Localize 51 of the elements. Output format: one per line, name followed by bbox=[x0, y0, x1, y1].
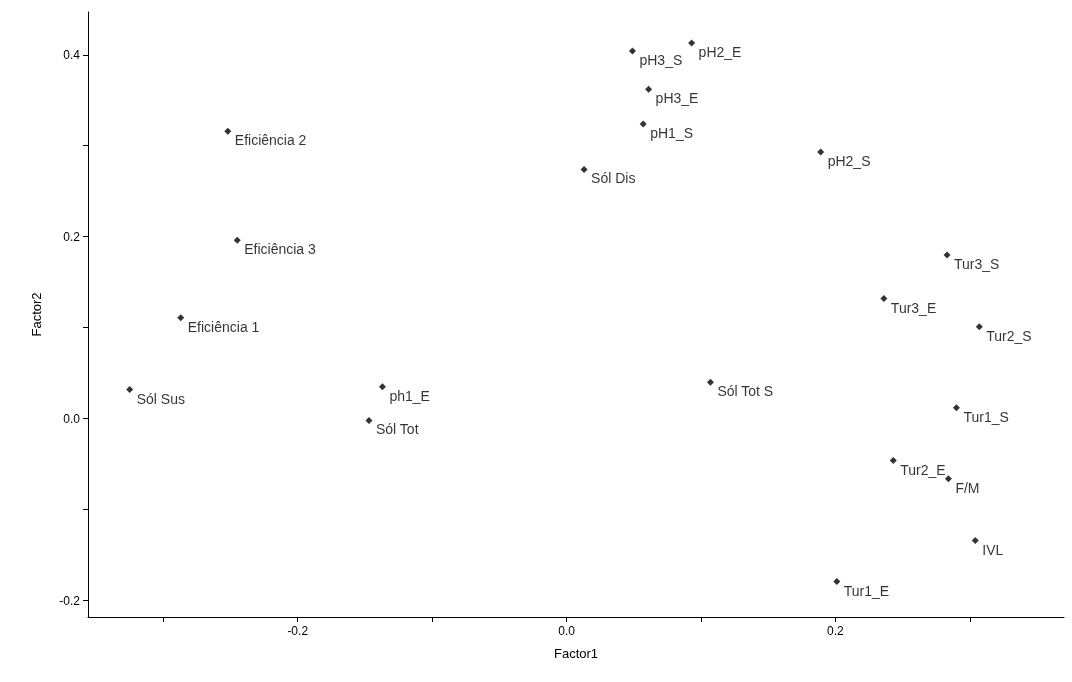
x-axis-title: Factor1 bbox=[553, 646, 599, 661]
point bbox=[943, 251, 951, 259]
point bbox=[580, 165, 588, 173]
annotation: pH2_E bbox=[698, 43, 742, 60]
y-tick-label: 0.2 bbox=[63, 229, 81, 244]
point bbox=[833, 578, 841, 586]
point bbox=[639, 120, 647, 128]
annotation: Tur3_E bbox=[890, 299, 937, 316]
point bbox=[880, 295, 888, 303]
point bbox=[126, 386, 134, 394]
point bbox=[971, 537, 979, 545]
point bbox=[365, 416, 373, 424]
annotation: pH1_S bbox=[650, 124, 694, 141]
point bbox=[817, 148, 825, 156]
point bbox=[378, 383, 386, 391]
annotation: Tur1_S bbox=[963, 408, 1009, 425]
y-tick-label: 0.0 bbox=[63, 411, 81, 426]
annotation: pH3_S bbox=[639, 52, 683, 69]
annotation: Eficiência 1 bbox=[187, 318, 260, 335]
annotation: Sól Tot bbox=[375, 421, 419, 438]
point bbox=[944, 475, 952, 483]
annotation: Eficiência 3 bbox=[244, 241, 317, 258]
annotation: pH2_S bbox=[827, 153, 871, 170]
point bbox=[224, 127, 232, 135]
annotation: Sól Sus bbox=[136, 390, 185, 407]
annotation: Sól Dis bbox=[591, 170, 636, 187]
annotation: Tur3_S bbox=[954, 255, 1000, 272]
annotation: Tur2_S bbox=[986, 327, 1032, 344]
annotation: ph1_E bbox=[389, 387, 430, 404]
x-tick-label: 0.2 bbox=[827, 624, 845, 638]
y-tick-label: -0.2 bbox=[59, 593, 81, 608]
annotation: F/M bbox=[955, 479, 980, 496]
point bbox=[628, 47, 636, 55]
annotation: Sól Tot S bbox=[717, 383, 774, 400]
point bbox=[889, 457, 897, 465]
point bbox=[645, 85, 653, 93]
point bbox=[975, 323, 983, 331]
annotation: IVL bbox=[982, 541, 1004, 558]
point bbox=[952, 404, 960, 412]
y-axis-title: Factor2 bbox=[29, 292, 44, 337]
annotation: Tur2_E bbox=[900, 461, 946, 478]
point bbox=[706, 378, 714, 386]
annotation: Tur1_E bbox=[843, 582, 890, 599]
x-tick-label: -0.2 bbox=[287, 624, 309, 638]
x-tick-label: 0.0 bbox=[558, 624, 576, 638]
point bbox=[177, 314, 185, 322]
y-tick-label: 0.4 bbox=[63, 47, 81, 62]
point bbox=[688, 39, 696, 47]
annotation: pH3_E bbox=[655, 90, 699, 107]
point bbox=[233, 236, 241, 244]
annotation: Eficiência 2 bbox=[234, 132, 307, 149]
